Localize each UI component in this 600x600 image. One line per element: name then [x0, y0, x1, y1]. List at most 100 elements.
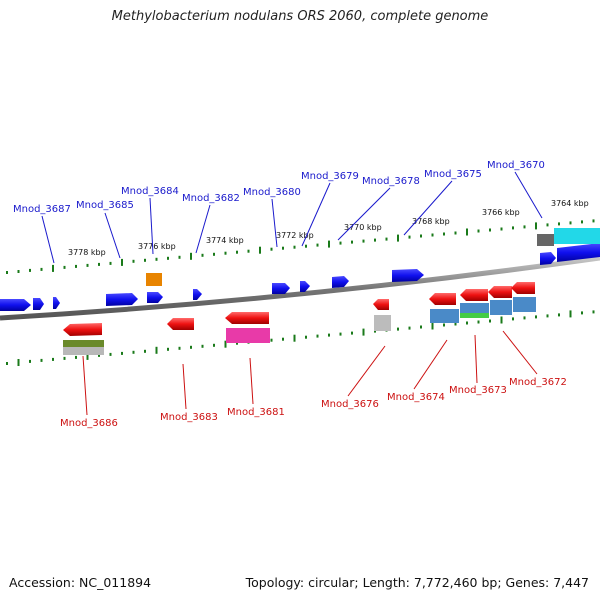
gene-arrow-forward[interactable] [147, 292, 163, 303]
scale-tick-minor [351, 331, 353, 335]
scale-tick-minor [454, 322, 457, 326]
scale-label-3776: 3776 kbp [138, 242, 176, 251]
gene-label-mnod-3684[interactable]: Mnod_3684 [121, 186, 179, 197]
scale-tick-major [431, 322, 434, 330]
scale-tick-minor [305, 335, 307, 339]
leader-line [474, 334, 478, 384]
reverse-genes [63, 282, 535, 336]
feature-green[interactable] [460, 313, 489, 318]
gene-label-mnod-3675[interactable]: Mnod_3675 [424, 169, 482, 180]
genome-title: Methylobacterium nodulans ORS 2060, comp… [111, 9, 489, 24]
gene-arrow-forward[interactable] [557, 243, 600, 262]
scale-tick-minor [40, 358, 43, 362]
scale-tick-minor [190, 345, 192, 349]
scale-tick-major [121, 258, 123, 266]
leader-line [149, 197, 154, 255]
scale-tick-minor [385, 237, 388, 241]
gene-label-mnod-3673[interactable]: Mnod_3673 [449, 385, 507, 396]
scale-tick-minor [98, 262, 100, 266]
gene-arrow-forward[interactable] [540, 252, 556, 265]
scale-tick-minor [512, 226, 514, 230]
leader-line [403, 180, 453, 236]
scale-tick-major [362, 328, 365, 336]
gene-arrow-reverse[interactable] [511, 282, 535, 294]
gene-label-mnod-3674[interactable]: Mnod_3674 [387, 392, 445, 403]
scale-tick-minor [40, 267, 43, 271]
leader-line [301, 182, 331, 247]
scale-tick-minor [201, 253, 204, 257]
accession-text: Accession: NC_011894 [9, 575, 152, 590]
gene-label-mnod-3679[interactable]: Mnod_3679 [301, 171, 359, 182]
forward-genes [0, 243, 600, 311]
scale-tick-minor [316, 334, 319, 338]
scale-tick-minor [247, 249, 250, 253]
feature-gray-light[interactable] [63, 347, 104, 355]
gene-arrow-reverse[interactable] [167, 318, 194, 330]
gene-label-mnod-3678[interactable]: Mnod_3678 [362, 176, 420, 187]
scale-tick-major [17, 359, 20, 366]
scale-tick-major [86, 352, 89, 360]
gene-arrow-forward[interactable] [300, 281, 310, 292]
leader-line [182, 363, 187, 410]
scale-tick-minor [109, 352, 112, 356]
gene-label-mnod-3682[interactable]: Mnod_3682 [182, 193, 240, 204]
scale-tick-major [293, 334, 296, 342]
genome-stats-text: Topology: circular; Length: 7,772,460 bp… [245, 575, 589, 590]
gene-label-mnod-3676[interactable]: Mnod_3676 [321, 399, 379, 410]
scale-tick-minor [144, 258, 146, 262]
gene-label-mnod-3680[interactable]: Mnod_3680 [243, 187, 301, 198]
gene-arrow-forward[interactable] [33, 298, 44, 310]
scale-tick-minor [535, 315, 537, 319]
scale-tick-minor [86, 263, 89, 267]
feature-steelblue[interactable] [430, 309, 459, 323]
gene-arrow-reverse[interactable] [225, 312, 269, 324]
leader-line [337, 187, 391, 241]
scale-tick-minor [420, 234, 422, 238]
scale-tick-minor [477, 320, 480, 324]
leader-line [347, 345, 386, 397]
gene-arrow-reverse[interactable] [488, 286, 512, 298]
gene-arrow-reverse[interactable] [460, 289, 488, 301]
gene-arrow-forward[interactable] [0, 299, 31, 311]
feature-gray[interactable] [537, 234, 554, 246]
scale-tick-minor [523, 225, 526, 229]
scale-tick-major [52, 264, 54, 272]
feature-olive[interactable] [63, 340, 104, 347]
scale-tick-major [500, 316, 503, 324]
feature-steelblue[interactable] [513, 297, 536, 312]
feature-magenta[interactable] [226, 328, 270, 343]
gene-label-mnod-3681[interactable]: Mnod_3681 [227, 407, 285, 418]
gene-arrow-forward[interactable] [332, 276, 349, 288]
gene-label-mnod-3687[interactable]: Mnod_3687 [13, 204, 71, 215]
scale-tick-minor [592, 310, 595, 314]
scale-tick-minor [155, 257, 158, 261]
scale-tick-minor [454, 231, 457, 235]
scale-tick-minor [98, 353, 100, 357]
feature-steelblue[interactable] [460, 303, 489, 313]
scale-tick-minor [477, 229, 480, 233]
scale-tick-minor [132, 350, 135, 354]
gene-arrow-forward[interactable] [193, 289, 202, 300]
gene-arrow-forward[interactable] [392, 269, 424, 282]
gene-arrow-forward[interactable] [272, 283, 290, 294]
gene-label-mnod-3672[interactable]: Mnod_3672 [509, 377, 567, 388]
feature-steelblue[interactable] [490, 300, 512, 315]
feature-cyan[interactable] [554, 228, 600, 244]
scale-tick-minor [443, 232, 445, 236]
gene-label-mnod-3683[interactable]: Mnod_3683 [160, 412, 218, 423]
scale-tick-major [328, 240, 330, 248]
scale-tick-major [224, 340, 227, 348]
gene-label-mnod-3686[interactable]: Mnod_3686 [60, 418, 118, 429]
gene-arrow-forward[interactable] [53, 297, 60, 309]
gene-arrow-reverse[interactable] [63, 323, 102, 336]
gene-label-mnod-3685[interactable]: Mnod_3685 [76, 200, 134, 211]
gene-arrow-reverse[interactable] [373, 299, 389, 310]
leader-line [502, 330, 538, 375]
gene-arrow-forward[interactable] [106, 293, 138, 306]
feature-gray-light[interactable] [374, 315, 391, 331]
scale-tick-minor [178, 346, 181, 350]
gene-label-mnod-3670[interactable]: Mnod_3670 [487, 160, 545, 171]
feature-orange[interactable] [146, 273, 162, 286]
gene-arrow-reverse[interactable] [429, 293, 456, 305]
